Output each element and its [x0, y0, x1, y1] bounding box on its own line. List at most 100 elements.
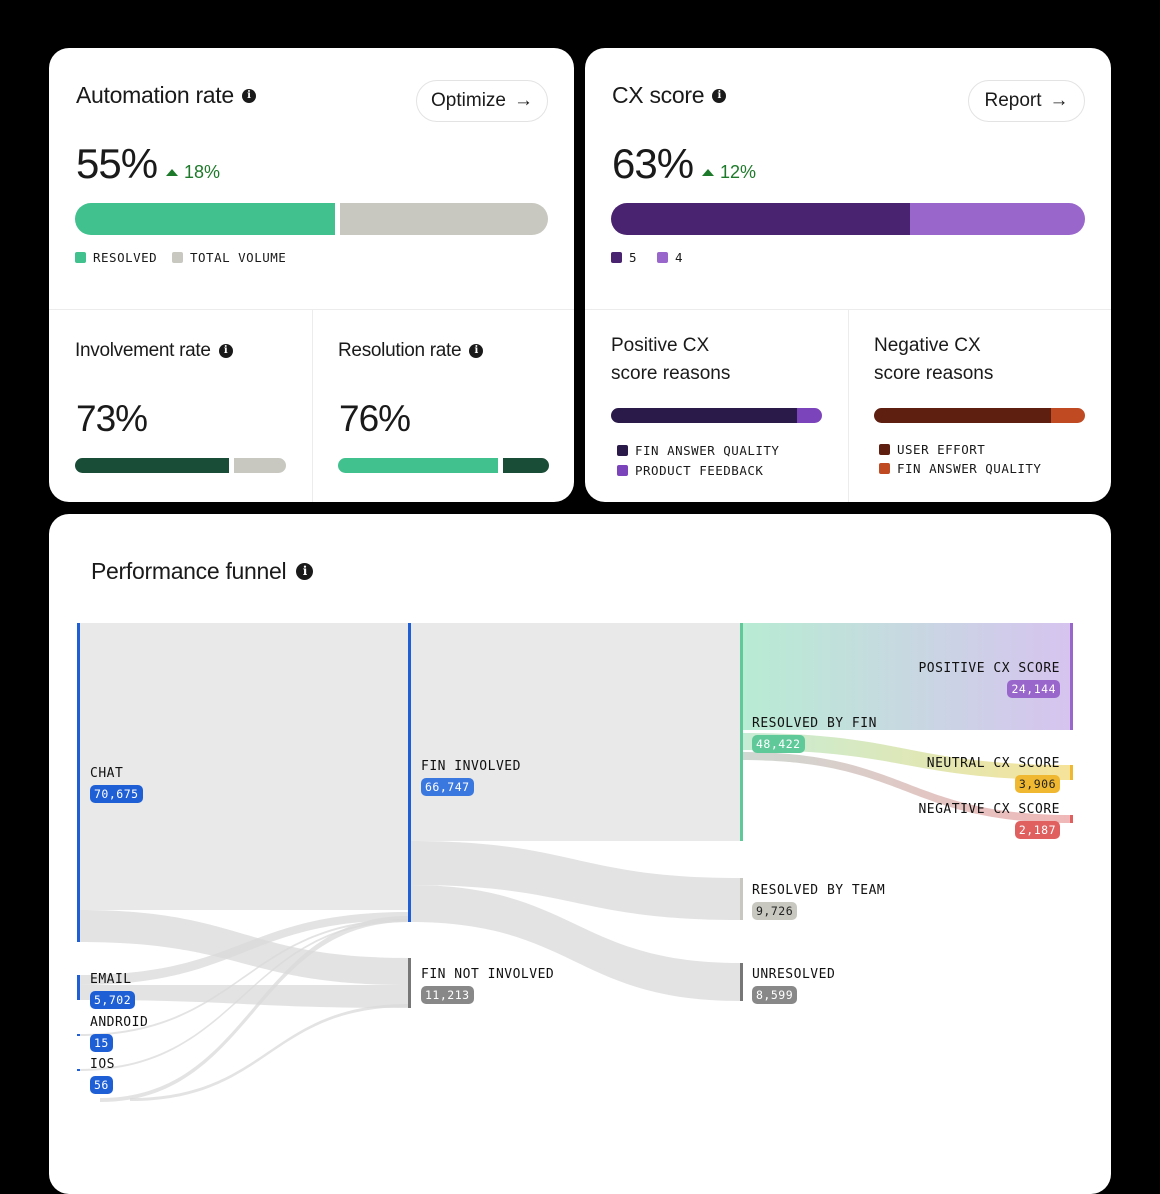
title-line: score reasons: [611, 363, 731, 384]
positive-bar: [611, 408, 822, 423]
flow-fin-unresolved[interactable]: [410, 885, 740, 1001]
cx-bar: [611, 203, 1085, 235]
bar-segment: [338, 458, 499, 473]
report-label: Report: [984, 90, 1042, 111]
node-bar-unresolved[interactable]: [740, 963, 743, 1001]
optimize-label: Optimize: [431, 90, 506, 111]
node-fin-not-involved[interactable]: FIN NOT INVOLVED 11,213: [421, 967, 554, 1004]
node-negative[interactable]: NEGATIVE CX SCORE 2,187: [918, 802, 1060, 839]
flow-negative[interactable]: [742, 752, 1071, 823]
node-label: IOS: [90, 1057, 115, 1072]
automation-card: Automation rate i Optimize → 55% 18% RESOL…: [49, 48, 574, 502]
bar-segment: [75, 458, 230, 473]
legend-label: 5: [629, 250, 638, 265]
node-bar-android[interactable]: [77, 1034, 80, 1036]
flow-fin-resolved-team[interactable]: [410, 841, 740, 920]
node-label: POSITIVE CX SCORE: [918, 661, 1060, 676]
funnel-title: Performance funnel i: [91, 558, 314, 585]
node-resolved-team[interactable]: RESOLVED BY TEAM 9,726: [752, 883, 885, 920]
total-segment: [340, 203, 548, 235]
node-neutral[interactable]: NEUTRAL CX SCORE 3,906: [927, 756, 1060, 793]
bar-segment: [234, 458, 286, 473]
resolution-bar: [338, 458, 549, 473]
flow-email-fin-involved[interactable]: [79, 912, 408, 985]
info-icon[interactable]: i: [241, 88, 256, 103]
node-value-badge: 48,422: [752, 735, 805, 753]
flow-chat-fin-involved[interactable]: [79, 623, 408, 910]
legend-swatch: [75, 252, 86, 263]
flow-android-fin-involved[interactable]: [79, 919, 408, 1036]
node-bar-ios[interactable]: [77, 1069, 80, 1071]
cx-value: 63%: [612, 140, 694, 187]
node-value-badge: 56: [90, 1076, 113, 1094]
node-fin-involved[interactable]: FIN INVOLVED 66,747: [421, 759, 521, 796]
legend-label: PRODUCT FEEDBACK: [635, 463, 764, 478]
node-label: FIN INVOLVED: [421, 759, 521, 774]
divider: [312, 309, 313, 502]
node-label: UNRESOLVED: [752, 967, 836, 982]
title-line: score reasons: [874, 363, 994, 384]
legend-swatch: [172, 252, 183, 263]
node-positive[interactable]: POSITIVE CX SCORE 24,144: [918, 661, 1060, 698]
node-bar-positive[interactable]: [1070, 623, 1073, 730]
node-resolved-fin[interactable]: RESOLVED BY FIN 48,422: [752, 716, 877, 753]
node-value-badge: 8,599: [752, 986, 798, 1004]
node-bar-resolved-fin[interactable]: [740, 623, 743, 841]
flow-fin-resolved-fin[interactable]: [410, 623, 740, 841]
legend-total: TOTAL VOLUME: [172, 250, 286, 265]
node-value-badge: 70,675: [90, 785, 143, 803]
legend-item: FIN ANSWER QUALITY: [879, 461, 1041, 476]
automation-bar: [75, 203, 548, 235]
legend-label: USER EFFORT: [897, 442, 986, 457]
info-icon[interactable]: i: [296, 563, 314, 580]
optimize-button[interactable]: Optimize →: [416, 80, 548, 122]
flow-neutral[interactable]: [742, 733, 1071, 780]
report-button[interactable]: Report →: [968, 80, 1085, 122]
involvement-title-text: Involvement rate: [75, 340, 211, 361]
node-bar-chat[interactable]: [77, 623, 80, 942]
resolution-title: Resolution rate i: [338, 337, 484, 365]
flow-other-fin-not-involved[interactable]: [130, 1004, 408, 1101]
flow-positive[interactable]: [742, 623, 1071, 730]
title-line: Positive CX: [611, 335, 710, 356]
flow-other-fin-involved[interactable]: [100, 916, 408, 1102]
cx-card: CX score i Report → 63% 12% 5 4 Positive C…: [585, 48, 1111, 502]
node-ios[interactable]: IOS 56: [90, 1057, 115, 1094]
legend-resolved: RESOLVED: [75, 250, 157, 265]
node-value-badge: 5,702: [90, 991, 136, 1009]
score-5-segment: [611, 203, 910, 235]
node-bar-fin-involved[interactable]: [408, 623, 411, 922]
legend-swatch: [657, 252, 668, 263]
node-bar-neutral[interactable]: [1070, 765, 1073, 780]
node-label: ANDROID: [90, 1015, 149, 1030]
node-unresolved[interactable]: UNRESOLVED 8,599: [752, 967, 835, 1004]
node-bar-resolved-team[interactable]: [740, 878, 743, 920]
bar-segment: [874, 408, 1052, 423]
node-bar-fin-not-involved[interactable]: [408, 958, 411, 1008]
delta-text: 12%: [720, 162, 757, 182]
info-icon[interactable]: i: [712, 88, 727, 103]
node-android[interactable]: ANDROID 15: [90, 1015, 148, 1052]
node-email[interactable]: EMAIL 5,702: [90, 972, 136, 1009]
automation-title-text: Automation rate: [76, 82, 234, 108]
legend-label: FIN ANSWER QUALITY: [897, 461, 1042, 476]
bar-segment: [503, 458, 549, 473]
legend-swatch: [617, 445, 628, 456]
node-bar-email[interactable]: [77, 975, 80, 1000]
legend-label: RESOLVED: [93, 250, 158, 265]
title-line: Negative CX: [874, 335, 981, 356]
legend-label: FIN ANSWER QUALITY: [635, 443, 780, 458]
info-icon[interactable]: i: [469, 344, 484, 358]
divider: [848, 309, 849, 502]
up-arrow-icon: [166, 169, 178, 176]
legend-item: USER EFFORT: [879, 442, 985, 457]
node-chat[interactable]: CHAT 70,675: [90, 766, 143, 803]
legend-4: 4: [657, 250, 683, 265]
flow-ios-fin-involved[interactable]: [79, 920, 408, 1071]
node-label: NEGATIVE CX SCORE: [918, 802, 1060, 817]
resolution-title-text: Resolution rate: [338, 340, 462, 361]
node-value-badge: 3,906: [1014, 775, 1060, 793]
node-label: NEUTRAL CX SCORE: [926, 756, 1060, 771]
info-icon[interactable]: i: [218, 344, 233, 358]
node-bar-negative[interactable]: [1070, 815, 1073, 823]
